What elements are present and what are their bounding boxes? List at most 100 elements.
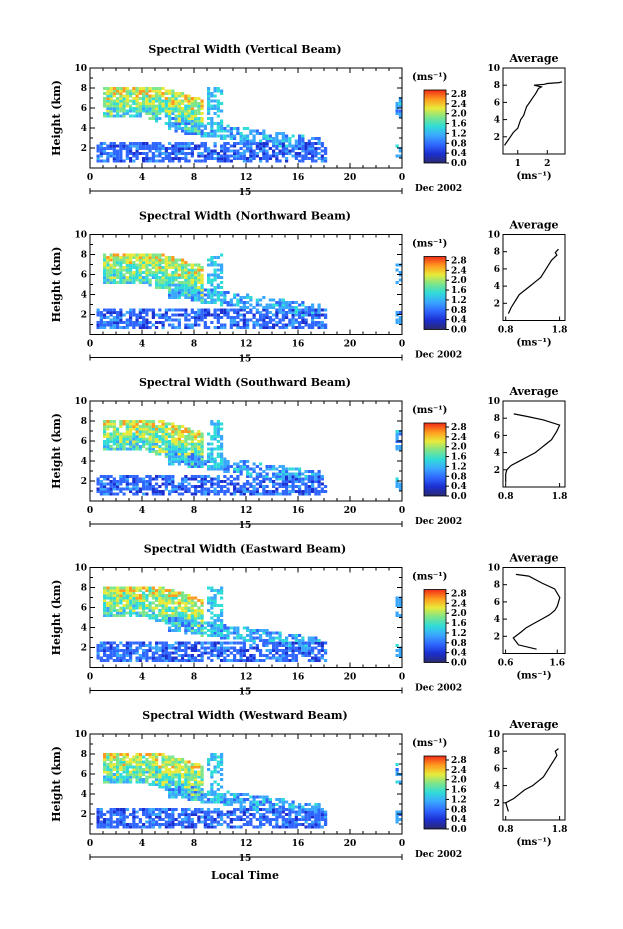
heatmap-cell xyxy=(236,152,240,155)
heatmap-cell xyxy=(320,641,324,645)
heatmap-cell xyxy=(246,659,250,662)
heatmap-cell xyxy=(116,599,120,602)
heatmap-cell xyxy=(142,825,146,829)
heatmap-cell xyxy=(145,614,149,617)
heatmap-cell xyxy=(142,586,146,590)
heatmap-cell xyxy=(216,283,220,287)
y-tick-label: 10 xyxy=(74,64,87,74)
heatmap-cell xyxy=(197,614,201,617)
heatmap-cell xyxy=(164,820,168,824)
heatmap-cell xyxy=(213,144,217,148)
heatmap-cell xyxy=(164,770,168,774)
heatmap-cell xyxy=(317,316,321,319)
heatmap-cell xyxy=(96,649,100,652)
heatmap-cell xyxy=(239,634,243,637)
heatmap-cell xyxy=(194,808,198,811)
heatmap-cell xyxy=(226,626,230,630)
colorbar-tick-label: 2.8 xyxy=(451,590,467,600)
heatmap-cell xyxy=(229,301,233,304)
heatmap-cell xyxy=(151,770,155,774)
heatmap-cell xyxy=(168,589,172,592)
heatmap-cell xyxy=(148,641,152,645)
heatmap-cell xyxy=(177,599,181,602)
heatmap-cell xyxy=(138,326,142,329)
heatmap-cell xyxy=(174,278,178,282)
heatmap-cell xyxy=(220,614,224,617)
heatmap-cell xyxy=(148,109,152,113)
heatmap-cell xyxy=(207,313,211,317)
heatmap-cell xyxy=(155,823,159,826)
heatmap-cell xyxy=(122,87,126,90)
heatmap-cell xyxy=(203,480,207,483)
heatmap-cell xyxy=(184,810,188,814)
heatmap-cell xyxy=(187,616,191,620)
heatmap-cell xyxy=(181,276,185,279)
heatmap-cell xyxy=(129,420,133,423)
heatmap-cell xyxy=(307,641,311,645)
heatmap-cell xyxy=(164,651,168,655)
heatmap-cell xyxy=(171,92,175,95)
heatmap-cell xyxy=(158,308,162,312)
heatmap-cell xyxy=(119,318,123,322)
heatmap-cell xyxy=(194,452,198,456)
heatmap-cell xyxy=(125,321,129,324)
heatmap-cell xyxy=(148,321,152,324)
heatmap-cell xyxy=(187,104,191,108)
heatmap-cell xyxy=(187,296,191,299)
heatmap-cell xyxy=(177,323,181,327)
heatmap-cell xyxy=(288,485,292,488)
heatmap-cell xyxy=(171,452,175,456)
heatmap-cell xyxy=(155,159,159,163)
heatmap-cell xyxy=(275,159,279,163)
heatmap-cell xyxy=(112,154,116,158)
heatmap-cell xyxy=(317,472,321,476)
average-x-tick-label: 2 xyxy=(544,159,550,169)
heatmap-cell xyxy=(106,420,110,423)
heatmap-cell xyxy=(138,92,142,95)
heatmap-cell xyxy=(210,119,214,123)
heatmap-cell xyxy=(187,102,191,105)
x-tick-label: 4 xyxy=(139,506,145,516)
heatmap-cell xyxy=(129,611,133,615)
heatmap-cell xyxy=(197,281,201,284)
heatmap-cell xyxy=(210,132,214,135)
heatmap-cell xyxy=(171,263,175,267)
heatmap-cell xyxy=(125,641,129,645)
heatmap-cell xyxy=(125,311,129,314)
heatmap-cell xyxy=(320,157,324,160)
heatmap-cell xyxy=(151,477,155,481)
heatmap-cell xyxy=(142,281,146,284)
heatmap-cell xyxy=(190,266,194,269)
heatmap-cell xyxy=(168,768,172,771)
heatmap-cell xyxy=(129,435,133,438)
heatmap-cell xyxy=(148,94,152,98)
heatmap-cell xyxy=(161,773,165,776)
heatmap-cell xyxy=(135,490,139,493)
heatmap-cell xyxy=(190,626,194,630)
heatmap-cell xyxy=(177,452,181,456)
heatmap-cell xyxy=(116,482,120,486)
heatmap-cell xyxy=(132,142,136,145)
heatmap-cell xyxy=(106,753,110,756)
heatmap-cell xyxy=(158,768,162,771)
heatmap-cell xyxy=(171,117,175,120)
heatmap-cell xyxy=(161,659,165,662)
heatmap-cell xyxy=(109,611,113,615)
heatmap-cell xyxy=(103,159,107,163)
heatmap-cell xyxy=(177,773,181,776)
heatmap-cell xyxy=(220,122,224,125)
heatmap-cell xyxy=(194,631,198,635)
heatmap-cell xyxy=(125,644,129,647)
heatmap-cell xyxy=(285,137,289,140)
heatmap-cell xyxy=(213,649,217,652)
heatmap-cell xyxy=(262,629,266,632)
heatmap-cell xyxy=(161,273,165,277)
heatmap-cell xyxy=(142,487,146,491)
heatmap-cell xyxy=(109,755,113,759)
heatmap-cell xyxy=(174,154,178,158)
heatmap-cell xyxy=(119,609,123,612)
heatmap-cell xyxy=(155,261,159,264)
heatmap-cell xyxy=(135,263,139,267)
heatmap-cell xyxy=(119,815,123,819)
